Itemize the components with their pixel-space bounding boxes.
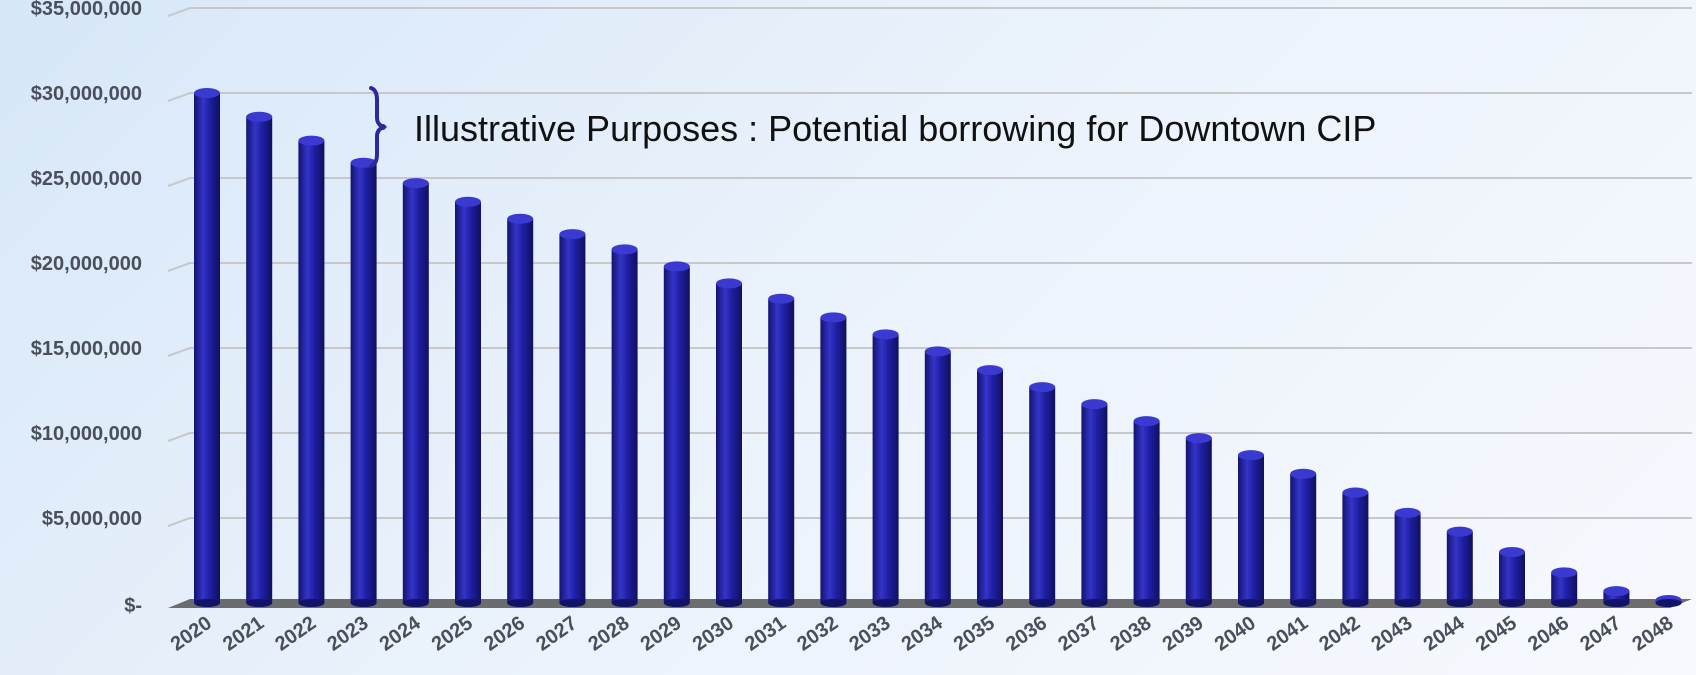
x-tick-label: 2037: [1054, 612, 1103, 656]
bar: [872, 329, 899, 607]
bar: [559, 229, 586, 607]
bar: [924, 346, 951, 607]
y-tick-label: $35,000,000: [31, 0, 142, 20]
x-tick-label: 2033: [845, 612, 894, 656]
y-tick-label: $20,000,000: [31, 253, 142, 275]
x-tick-label: 2034: [898, 612, 948, 656]
x-tick-label: 2035: [950, 612, 999, 656]
y-tick-label: $5,000,000: [42, 508, 142, 530]
y-axis-tick-labels: $- $5,000,000 $10,000,000 $15,000,000 $20,00…: [31, 0, 142, 617]
bar: [1394, 507, 1421, 607]
x-tick-label: 2039: [1159, 612, 1208, 656]
x-tick-label: 2021: [219, 612, 268, 656]
bar: [350, 157, 377, 607]
x-tick-label: 2025: [428, 612, 477, 656]
x-tick-label: 2044: [1420, 612, 1470, 656]
x-tick-label: 2026: [480, 612, 529, 656]
y-tick-label: $10,000,000: [31, 423, 142, 445]
gridline: [167, 177, 1692, 187]
x-tick-label: 2038: [1106, 612, 1155, 656]
gridline: [167, 432, 1692, 442]
bar: [298, 135, 325, 607]
bar: [1499, 547, 1525, 607]
bar: [1603, 586, 1630, 607]
bar: [194, 88, 220, 607]
y-tick-label: $25,000,000: [31, 168, 142, 190]
x-tick-label: 2048: [1628, 612, 1677, 656]
gridline: [167, 92, 1692, 102]
y-tick-label: $15,000,000: [31, 338, 142, 360]
bar: [977, 365, 1003, 607]
y-tick-label: $30,000,000: [31, 83, 142, 105]
bar: [1290, 468, 1317, 607]
x-tick-label: 2045: [1472, 612, 1521, 656]
x-tick-label: 2036: [1002, 612, 1051, 656]
bar: [1446, 526, 1473, 607]
bars: [194, 88, 1682, 607]
gridline: [167, 347, 1692, 357]
x-tick-label: 2027: [532, 612, 581, 656]
bar: [507, 213, 534, 607]
annotation-group: Illustrative Purposes : Potential borrow…: [369, 86, 1376, 168]
bar: [1551, 567, 1578, 607]
annotation-bracket-dot: [380, 124, 386, 130]
x-tick-label: 2047: [1576, 612, 1625, 656]
gridlines: [167, 7, 1692, 527]
bar: [1655, 595, 1682, 607]
bar: [246, 111, 273, 607]
x-tick-label: 2043: [1367, 612, 1416, 656]
x-tick-label: 2024: [376, 612, 426, 656]
y-tick-label: $-: [124, 595, 142, 617]
x-tick-label: 2020: [167, 612, 216, 656]
bar: [1133, 416, 1160, 607]
bar: [402, 178, 429, 607]
bar: [1081, 399, 1108, 607]
x-tick-label: 2030: [689, 612, 738, 656]
bar: [820, 312, 847, 607]
bar: [455, 196, 481, 607]
bar: [1185, 433, 1212, 607]
x-tick-label: 2032: [793, 612, 842, 656]
bar: [1029, 382, 1056, 607]
x-axis-tick-labels: 2020 2021 2022 2023 2024 2025 2026 2027 2028 2029…: [167, 612, 1678, 656]
x-tick-label: 2022: [271, 612, 320, 656]
x-tick-label: 2040: [1211, 612, 1260, 656]
bar: [1342, 487, 1369, 607]
gridline: [167, 7, 1692, 17]
bar: [611, 244, 638, 607]
bar: [768, 293, 795, 607]
x-tick-label: 2046: [1524, 612, 1573, 656]
x-tick-label: 2029: [637, 612, 686, 656]
x-tick-label: 2042: [1315, 612, 1364, 656]
bar: [663, 261, 690, 607]
bar: [716, 278, 742, 607]
x-tick-label: 2031: [741, 612, 790, 656]
gridline: [167, 262, 1692, 272]
x-tick-label: 2041: [1263, 612, 1312, 656]
chart-annotation: Illustrative Purposes : Potential borrow…: [414, 108, 1376, 149]
bar: [1238, 450, 1264, 607]
x-tick-label: 2023: [323, 612, 372, 656]
x-tick-label: 2028: [584, 612, 633, 656]
